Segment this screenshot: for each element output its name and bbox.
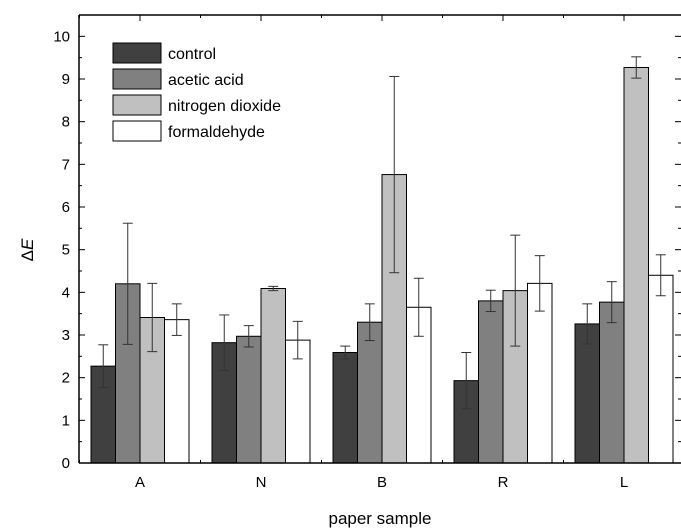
y-tick-label: 9 — [62, 71, 70, 88]
legend-swatch-series1 — [112, 68, 162, 90]
bar-A-series3 — [164, 319, 190, 464]
error-bars-layer — [98, 56, 666, 410]
y-tick-label: 10 — [53, 28, 70, 45]
y-axis-title-delta: Δ — [18, 250, 37, 261]
bar-B-series1 — [357, 321, 383, 464]
axes-layer: 0 1 2 3 4 5 6 7 8 9 10 A N B R L — [53, 14, 681, 491]
y-tick-label: 7 — [62, 156, 70, 173]
bar-N-series2 — [260, 287, 286, 464]
bar-L-series2 — [623, 66, 649, 464]
legend-label-series3: formaldehyde — [168, 124, 265, 141]
x-tick-label: B — [377, 474, 387, 491]
legend: control acetic acid nitrogen dioxide formal… — [112, 42, 281, 142]
y-axis-title-variable: E — [18, 238, 37, 250]
bar-N-series1 — [236, 335, 262, 464]
bar-R-series3 — [527, 282, 553, 464]
y-tick-label: 2 — [62, 370, 70, 387]
y-tick-label: 0 — [62, 455, 70, 472]
bar-L-series0 — [574, 323, 600, 464]
bar-L-series3 — [648, 274, 674, 464]
x-tick-label: A — [135, 474, 145, 491]
y-tick-label: 3 — [62, 327, 70, 344]
bar-B-series0 — [332, 351, 358, 464]
legend-swatch-series3 — [112, 120, 162, 142]
legend-label-series0: control — [168, 46, 216, 63]
bar-R-series1 — [478, 300, 504, 464]
legend-swatch-series2 — [112, 94, 162, 116]
legend-label-series1: acetic acid — [168, 72, 244, 89]
legend-label-series2: nitrogen dioxide — [168, 98, 281, 115]
y-tick-label: 1 — [62, 412, 70, 429]
y-tick-label: 6 — [62, 199, 70, 216]
x-tick-label: L — [620, 474, 628, 491]
x-tick-label: R — [498, 474, 509, 491]
y-tick-label: 8 — [62, 114, 70, 131]
bar-L-series1 — [599, 301, 625, 464]
bar-N-series3 — [285, 339, 311, 464]
legend-swatch-series0 — [112, 42, 162, 64]
x-tick-label: N — [256, 474, 267, 491]
y-tick-label: 5 — [62, 242, 70, 259]
y-axis-title: ΔE — [18, 238, 37, 261]
x-axis-title: paper sample — [328, 509, 431, 528]
y-tick-label: 4 — [62, 284, 70, 301]
